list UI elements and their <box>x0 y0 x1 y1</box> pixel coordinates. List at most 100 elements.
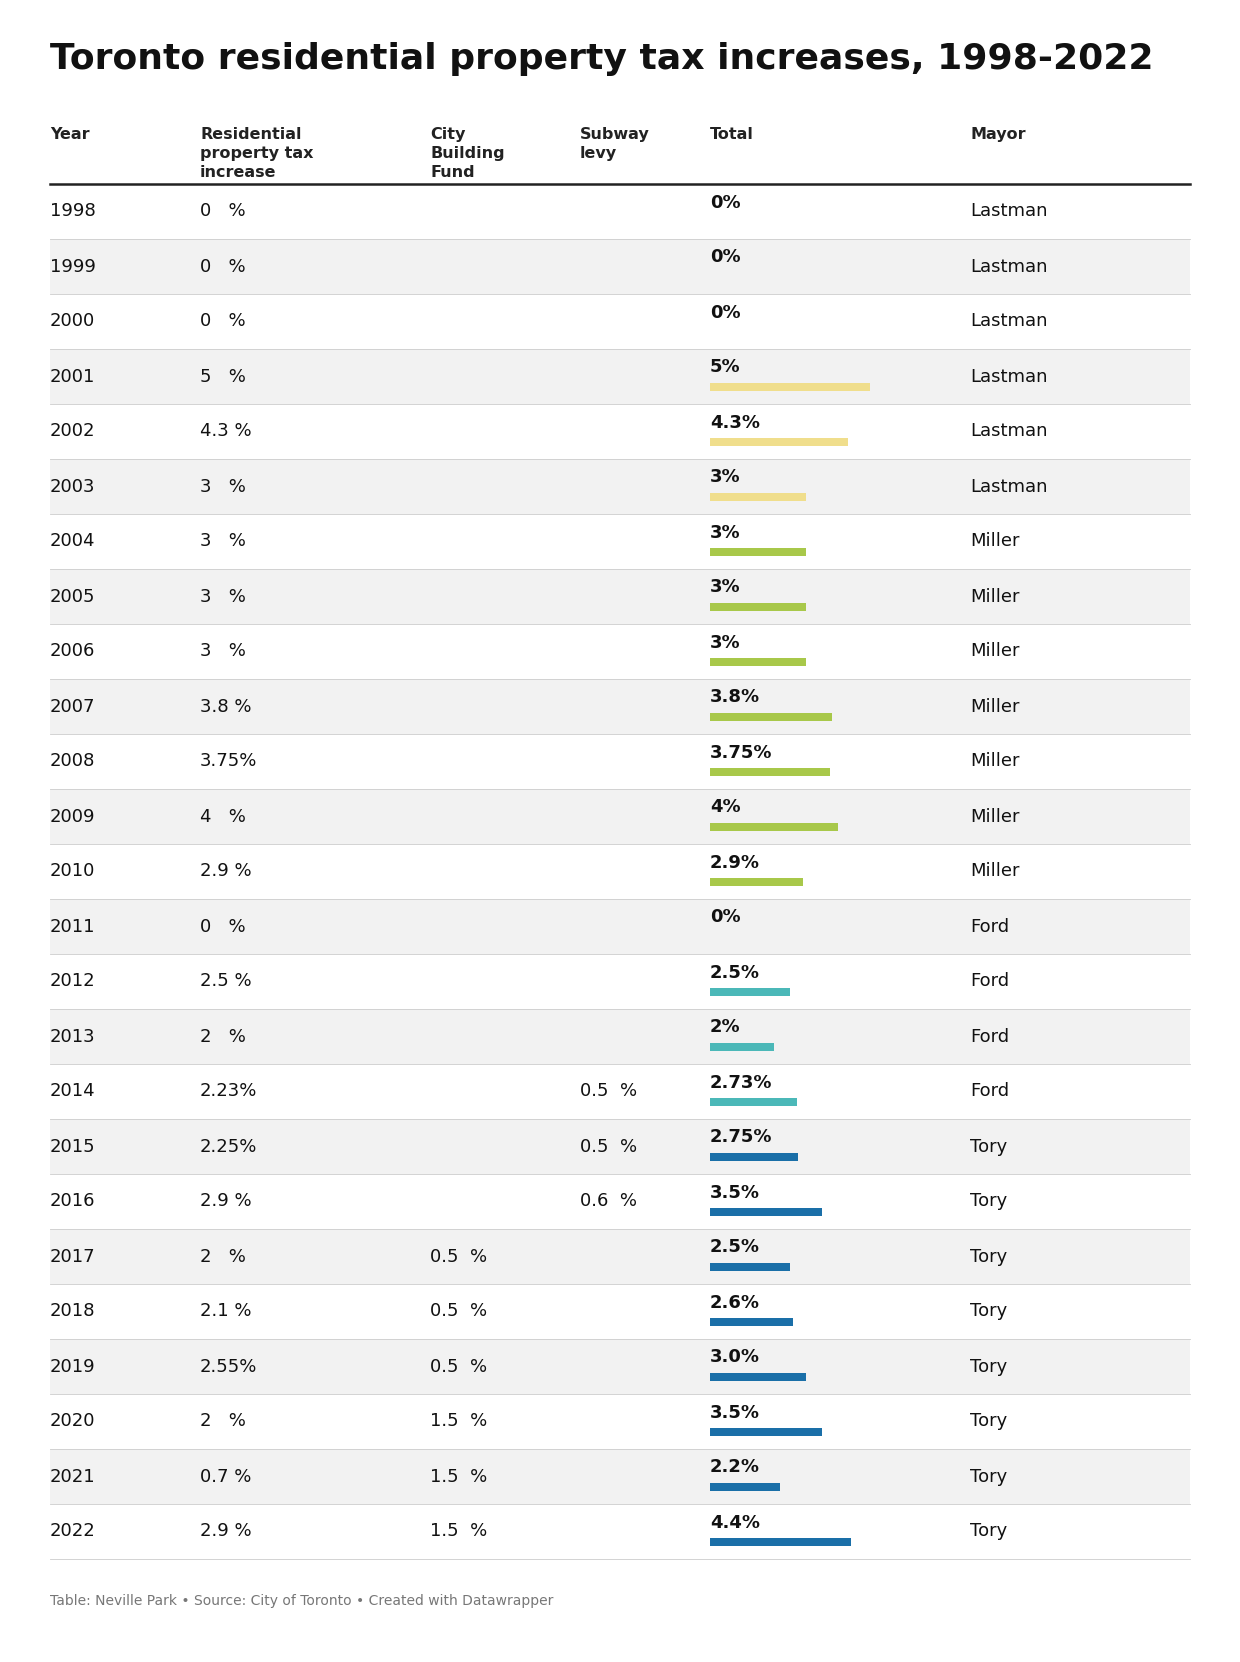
Text: 2018: 2018 <box>50 1303 95 1321</box>
Text: 0.6  %: 0.6 % <box>580 1193 637 1210</box>
Text: Ford: Ford <box>970 917 1009 936</box>
Text: 2.6%: 2.6% <box>711 1293 760 1311</box>
Text: 2.2%: 2.2% <box>711 1459 760 1476</box>
Bar <box>711 603 806 610</box>
Text: 0%: 0% <box>711 909 740 926</box>
Text: 2008: 2008 <box>50 753 95 771</box>
Text: 0.7 %: 0.7 % <box>200 1468 252 1486</box>
Text: 1.5  %: 1.5 % <box>430 1413 487 1431</box>
Text: 2021: 2021 <box>50 1468 95 1486</box>
Text: Lastman: Lastman <box>970 258 1048 276</box>
Text: 2013: 2013 <box>50 1027 95 1045</box>
Bar <box>711 878 802 886</box>
Text: 2015: 2015 <box>50 1137 95 1155</box>
Text: Tory: Tory <box>970 1468 1007 1486</box>
Text: Miller: Miller <box>970 753 1019 771</box>
Text: 3%: 3% <box>711 524 740 542</box>
Text: 2.5%: 2.5% <box>711 1238 760 1256</box>
Text: 2005: 2005 <box>50 587 95 605</box>
Text: Year: Year <box>50 126 89 141</box>
Text: 1.5  %: 1.5 % <box>430 1522 487 1541</box>
Bar <box>711 382 870 391</box>
Text: 2000: 2000 <box>50 312 95 331</box>
Bar <box>711 1428 822 1436</box>
Text: 2017: 2017 <box>50 1248 95 1265</box>
Text: Lastman: Lastman <box>970 422 1048 440</box>
Text: 4.3%: 4.3% <box>711 414 760 432</box>
Text: Lastman: Lastman <box>970 367 1048 386</box>
Text: Miller: Miller <box>970 532 1019 550</box>
Text: 2019: 2019 <box>50 1358 95 1376</box>
Bar <box>711 1208 822 1215</box>
Text: 3.75%: 3.75% <box>200 753 258 771</box>
Text: 2020: 2020 <box>50 1413 95 1431</box>
Text: 5   %: 5 % <box>200 367 246 386</box>
Bar <box>711 547 806 555</box>
Text: Tory: Tory <box>970 1193 1007 1210</box>
Text: 2004: 2004 <box>50 532 95 550</box>
Text: Tory: Tory <box>970 1303 1007 1321</box>
Text: 3.8 %: 3.8 % <box>200 698 252 716</box>
Text: Tory: Tory <box>970 1413 1007 1431</box>
Text: Tory: Tory <box>970 1137 1007 1155</box>
Text: Tory: Tory <box>970 1358 1007 1376</box>
Text: 2   %: 2 % <box>200 1027 246 1045</box>
Text: 5%: 5% <box>711 359 740 377</box>
Text: Miller: Miller <box>970 643 1019 660</box>
Text: Miller: Miller <box>970 698 1019 716</box>
Text: 2   %: 2 % <box>200 1413 246 1431</box>
Bar <box>711 713 832 721</box>
Text: 2001: 2001 <box>50 367 95 386</box>
Text: 0.5  %: 0.5 % <box>430 1248 487 1265</box>
Text: 0.5  %: 0.5 % <box>430 1358 487 1376</box>
Text: Miller: Miller <box>970 863 1019 881</box>
Text: 2.9 %: 2.9 % <box>200 863 252 881</box>
Text: Miller: Miller <box>970 587 1019 605</box>
Text: 2006: 2006 <box>50 643 95 660</box>
Text: 2.25%: 2.25% <box>200 1137 258 1155</box>
Bar <box>711 437 848 445</box>
Text: 3%: 3% <box>711 469 740 487</box>
Bar <box>711 768 830 776</box>
Text: 2.1 %: 2.1 % <box>200 1303 252 1321</box>
Text: 2.73%: 2.73% <box>711 1074 773 1092</box>
Text: 4.4%: 4.4% <box>711 1514 760 1531</box>
Text: 0   %: 0 % <box>200 312 246 331</box>
Bar <box>50 1228 1190 1285</box>
Text: 2014: 2014 <box>50 1082 95 1100</box>
Text: 3   %: 3 % <box>200 587 246 605</box>
Text: 2007: 2007 <box>50 698 95 716</box>
Text: Lastman: Lastman <box>970 312 1048 331</box>
Bar <box>711 492 806 500</box>
Text: Ford: Ford <box>970 972 1009 991</box>
Text: 0.5  %: 0.5 % <box>580 1082 637 1100</box>
Bar <box>50 789 1190 844</box>
Text: 3.5%: 3.5% <box>711 1183 760 1202</box>
Bar <box>50 459 1190 514</box>
Bar <box>711 987 790 996</box>
Text: 2   %: 2 % <box>200 1248 246 1265</box>
Bar <box>50 1449 1190 1504</box>
Text: 1.5  %: 1.5 % <box>430 1468 487 1486</box>
Text: Miller: Miller <box>970 808 1019 826</box>
Bar <box>50 1340 1190 1394</box>
Text: 2.75%: 2.75% <box>711 1128 773 1147</box>
Text: 0.5  %: 0.5 % <box>580 1137 637 1155</box>
Bar <box>711 1042 774 1050</box>
Text: City
Building
Fund: City Building Fund <box>430 126 505 181</box>
Text: 0%: 0% <box>711 249 740 266</box>
Text: 3%: 3% <box>711 633 740 652</box>
Bar <box>711 1318 794 1326</box>
Text: 0   %: 0 % <box>200 203 246 221</box>
Bar <box>50 680 1190 735</box>
Bar <box>50 349 1190 404</box>
Text: 4.3 %: 4.3 % <box>200 422 252 440</box>
Text: 4%: 4% <box>711 798 740 816</box>
Text: Ford: Ford <box>970 1082 1009 1100</box>
Text: Residential
property tax
increase: Residential property tax increase <box>200 126 314 181</box>
Text: Subway
levy: Subway levy <box>580 126 650 161</box>
Text: Mayor: Mayor <box>970 126 1025 141</box>
Text: 3%: 3% <box>711 578 740 597</box>
Text: Tory: Tory <box>970 1522 1007 1541</box>
Text: 0.5  %: 0.5 % <box>430 1303 487 1321</box>
